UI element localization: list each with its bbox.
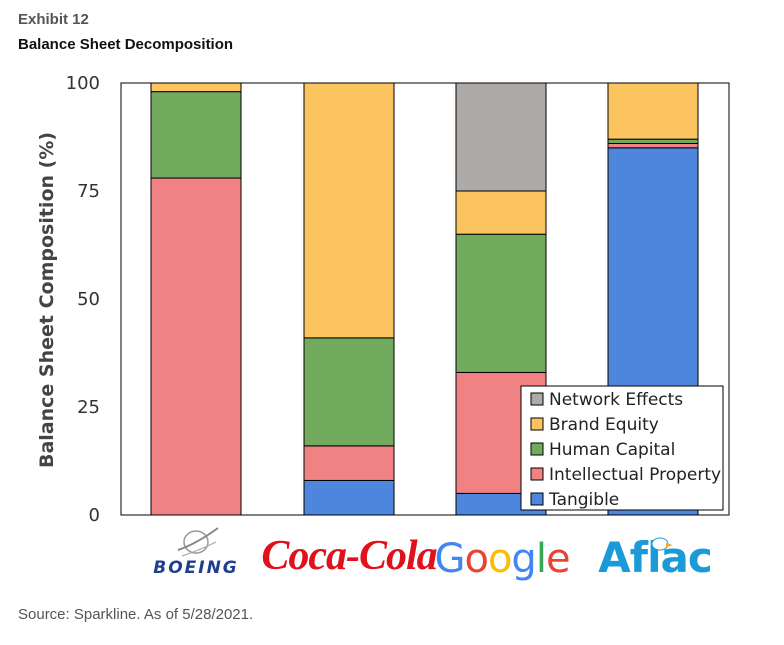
legend-swatch: [530, 442, 544, 456]
y-tick-label: 100: [66, 73, 100, 94]
y-axis-label: Balance Sheet Composition (%): [36, 132, 58, 468]
bar-segment-aflac-human-capital: [607, 138, 699, 144]
boeing-swoosh-icon: [177, 527, 219, 557]
y-tick-label: 50: [77, 289, 100, 310]
source-note: Source: Sparkline. As of 5/28/2021.: [18, 606, 254, 623]
bar-segment-coca-cola-tangible: [303, 479, 395, 516]
legend-label: Tangible: [548, 490, 619, 510]
bar-segment-boeing-brand-equity: [150, 82, 242, 93]
logo-google: Google: [434, 536, 570, 582]
y-tick-label: 0: [89, 505, 100, 526]
legend-label: Human Capital: [549, 440, 675, 460]
bar-segment-coca-cola-human-capital: [303, 337, 395, 447]
legend-label: Brand Equity: [549, 415, 659, 435]
legend-label: Network Effects: [549, 390, 683, 410]
svg-text:BOEING: BOEING: [153, 558, 239, 578]
legend: Network Effects Brand Equity Human Capital…: [520, 385, 724, 511]
aflac-duck-icon: [651, 537, 673, 551]
y-axis-ticks: 0 25 50 75 100: [66, 73, 100, 526]
svg-text:Google: Google: [434, 536, 569, 582]
bar-segment-aflac-brand-equity: [607, 82, 699, 140]
bar-segment-boeing-intellectual-property: [150, 177, 242, 516]
chart-title: Balance Sheet Decomposition: [18, 36, 234, 53]
bar-segment-coca-cola-brand-equity: [303, 82, 395, 339]
exhibit-label: Exhibit 12: [18, 11, 89, 28]
bar-segment-boeing-human-capital: [150, 91, 242, 179]
svg-text:Coca-Cola: Coca-Cola: [261, 533, 436, 579]
legend-swatch: [530, 467, 544, 481]
bar-segment-google-human-capital: [455, 233, 547, 373]
legend-swatch: [530, 492, 544, 506]
bars-group: [150, 82, 699, 516]
y-tick-label: 75: [77, 181, 100, 202]
legend-label: Intellectual Property: [549, 465, 721, 485]
logo-boeing: BOEING: [153, 527, 239, 578]
legend-swatch: [530, 417, 544, 431]
bar-segment-google-brand-equity: [455, 190, 547, 235]
legend-box: [520, 385, 724, 511]
y-tick-label: 25: [77, 397, 100, 418]
bar-segment-coca-cola-intellectual-property: [303, 445, 395, 481]
logo-aflac: Aflac: [598, 533, 712, 582]
logo-coca-cola: Coca-Cola: [261, 533, 437, 579]
legend-swatch: [530, 392, 544, 406]
bar-segment-google-network-effects: [455, 82, 547, 192]
stacked-bar-chart: 0 25 50 75 100 Balance Sheet Composition (%)…: [36, 73, 730, 582]
bar-segment-aflac-intellectual-property: [607, 142, 699, 149]
